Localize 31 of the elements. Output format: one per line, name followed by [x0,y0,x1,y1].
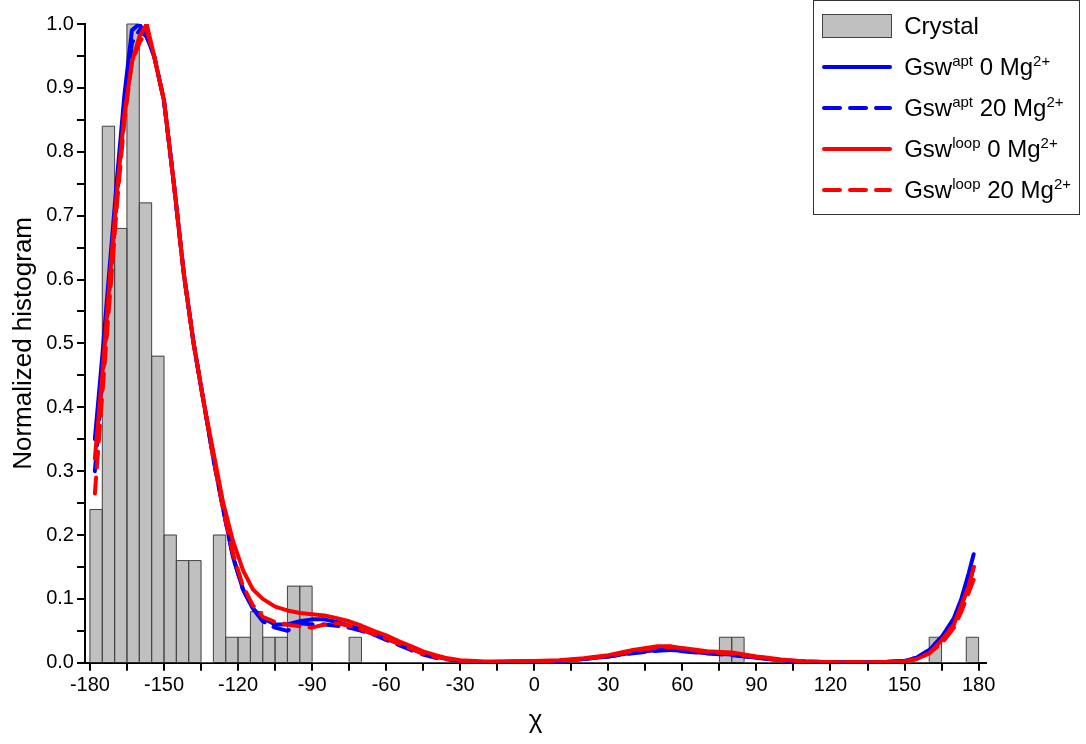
legend-label: Gsw$^{apt}$ 20 Mg$^{2+}$ [904,93,1064,122]
y-tick-label: 0.2 [46,522,74,545]
legend-label: Gsw$^{apt}$ 0 Mg$^{2+}$ [904,52,1051,81]
x-tick-label: -30 [445,673,475,696]
x-tick-label: 30 [597,673,620,696]
legend-label: Gsw$^{loop}$ 0 Mg$^{2+}$ [904,134,1058,163]
x-axis-title: χ [528,703,543,734]
x-tick-label: -60 [371,673,401,696]
x-tick-label: 60 [671,673,694,696]
x-tick-label: -90 [297,673,327,696]
x-tick-label: 120 [813,673,848,696]
y-tick-label: 0.8 [46,139,74,162]
x-tick-label: 0 [528,673,540,696]
x-tick-label: 150 [887,673,922,696]
y-tick-label: 0.0 [46,650,74,673]
y-tick-label: 0.1 [46,586,74,609]
x-tick-label: 180 [961,673,996,696]
legend-label: Gsw$^{loop}$ 20 Mg$^{2+}$ [904,175,1071,204]
x-tick-label: -180 [69,673,110,696]
y-tick-label: 0.5 [46,330,74,353]
y-axis-title: Normalized histogram [6,216,37,470]
y-tick-label: 0.6 [46,267,74,290]
x-tick-label: -150 [143,673,185,696]
y-tick-label: 0.4 [46,394,74,417]
x-tick-label: -120 [218,673,259,696]
y-tick-label: 1.0 [46,11,74,34]
y-tick-label: 0.9 [46,75,74,98]
y-tick-label: 0.7 [46,203,74,226]
y-tick-label: 0.3 [46,458,74,481]
x-tick-label: 90 [745,673,768,696]
legend-label: Crystal [904,11,979,40]
